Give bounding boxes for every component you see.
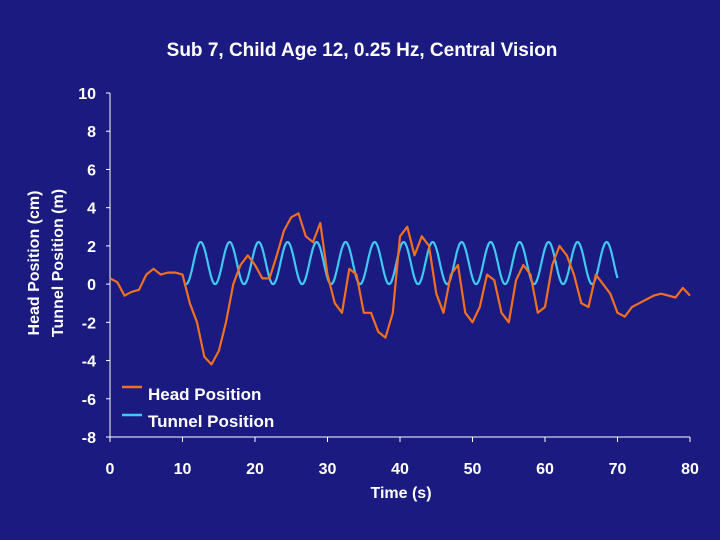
x-tick-labels: 0 10 20 30 40 50 60 70 80 [106, 461, 699, 478]
legend: Head Position Tunnel Position [122, 385, 274, 431]
chart-title: Sub 7, Child Age 12, 0.25 Hz, Central Vi… [167, 40, 558, 61]
y-tick-label: 2 [87, 239, 96, 256]
y-tick-labels: 10 8 6 4 2 0 -2 -4 -6 -8 [78, 86, 96, 447]
series-group [109, 212, 691, 366]
legend-label-head-position: Head Position [148, 385, 261, 404]
y-tick-label: 0 [87, 277, 96, 294]
y-tick-label: -4 [82, 354, 96, 371]
x-tick-label: 30 [319, 461, 337, 478]
y-axis-label-head: Head Position (cm) [26, 191, 43, 336]
x-tick-label: 40 [391, 461, 409, 478]
x-tick-label: 50 [464, 461, 482, 478]
x-tick-label: 10 [174, 461, 192, 478]
y-tick-label: -6 [82, 392, 96, 409]
x-tick-label: 0 [106, 461, 115, 478]
y-tick-label: 8 [87, 124, 96, 141]
axes [106, 92, 691, 442]
y-tick-label: -8 [82, 430, 96, 447]
y-axis-label-tunnel: Tunnel Position (m) [50, 189, 67, 337]
y-tick-label: 6 [87, 162, 96, 179]
legend-label-tunnel-position: Tunnel Position [148, 412, 274, 431]
x-tick-label: 80 [681, 461, 699, 478]
y-tick-label: 10 [78, 86, 96, 103]
series-line-tunnel-position [185, 241, 619, 286]
y-tick-label: -2 [82, 315, 96, 332]
x-tick-label: 60 [536, 461, 554, 478]
x-tick-label: 20 [246, 461, 264, 478]
x-tick-label: 70 [609, 461, 627, 478]
series-line-head-position [109, 212, 691, 366]
y-tick-label: 4 [87, 201, 96, 218]
x-axis-label: Time (s) [370, 485, 431, 502]
